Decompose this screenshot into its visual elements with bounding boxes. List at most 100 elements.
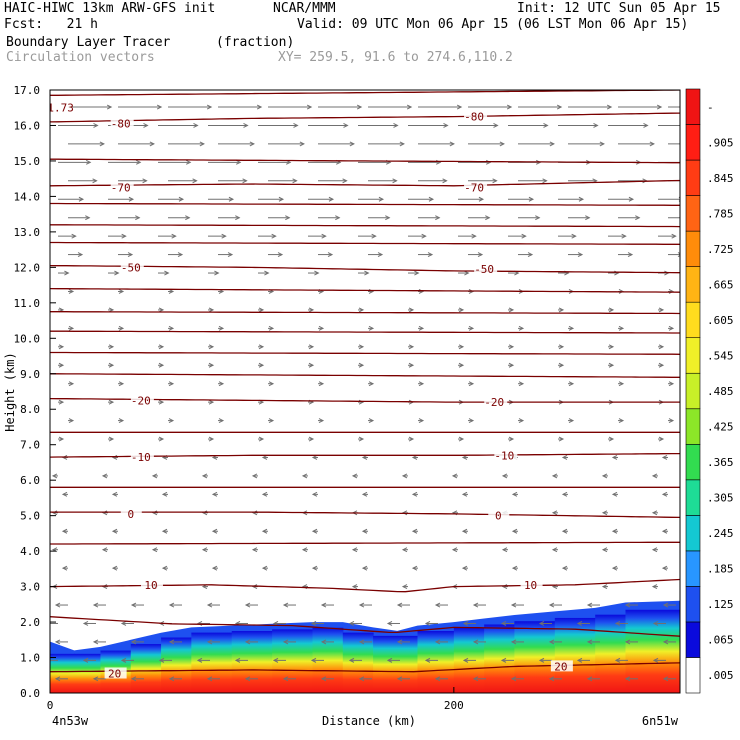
vector-arrowhead — [61, 565, 68, 571]
vector-arrowhead — [606, 104, 613, 110]
colorbar-swatch — [685, 657, 701, 694]
vector-arrowhead — [396, 676, 403, 682]
vector-arrowhead — [393, 123, 399, 128]
vector-arrowhead — [320, 639, 327, 645]
vector-arrowhead — [349, 141, 355, 147]
vector-arrowhead — [271, 233, 277, 239]
vector-arrowhead — [472, 676, 479, 682]
vector-arrowhead — [268, 418, 275, 424]
vector-arrowhead — [168, 676, 175, 682]
contour-label-bg — [130, 451, 154, 463]
contour-line — [50, 541, 680, 545]
colorbar-label: .725 — [707, 243, 734, 256]
contour-label: -50 — [121, 261, 141, 274]
vector-arrowhead — [368, 325, 375, 331]
contour-line — [50, 616, 680, 637]
vector-arrowhead — [527, 252, 534, 258]
vector-arrowhead — [585, 215, 591, 221]
vector-arrowhead — [428, 196, 435, 202]
vector-arrowhead — [418, 325, 425, 331]
vector-arrowhead — [358, 362, 365, 368]
y-tick-label: 16.0 — [14, 119, 41, 132]
vector-arrowhead — [468, 418, 475, 424]
vector-arrowhead — [206, 602, 213, 608]
vector-arrowhead — [249, 141, 255, 147]
y-axis: 0.0 1.0 2.0 3.0 4.0 5.0 6.0 7.0 8.0 9.0 10.0 11.0 12… — [14, 84, 56, 700]
vector-arrowhead — [614, 657, 621, 663]
colorbar-label: .785 — [707, 207, 734, 220]
vector-arrowhead — [501, 547, 508, 553]
tracer-field-column — [625, 609, 680, 693]
tracer-field-column — [161, 637, 192, 693]
vector-arrowhead — [108, 362, 115, 368]
vector-arrowhead — [161, 565, 168, 571]
vector-arrowhead — [118, 381, 125, 387]
colorbar-swatch — [685, 443, 701, 481]
vector-arrowhead — [206, 676, 213, 682]
vector-arrowhead — [258, 362, 265, 368]
vector-arrowhead — [228, 196, 235, 202]
vector-arrowhead — [658, 362, 665, 368]
colorbar-label: - — [707, 101, 714, 114]
vector-arrowhead — [168, 325, 175, 331]
contour-line — [50, 287, 680, 293]
vector-arrowhead — [244, 602, 251, 608]
colorbar-swatch — [685, 621, 701, 658]
vector-arrowhead — [268, 381, 275, 387]
vector-arrowhead — [468, 325, 475, 331]
colorbar-label: .605 — [707, 314, 734, 327]
vector-arrowhead — [258, 307, 265, 313]
vector-arrowhead — [661, 455, 668, 460]
vector-arrowhead — [608, 344, 615, 350]
contour-line — [50, 264, 680, 274]
contour-label: -80 — [111, 118, 131, 131]
contour-label-bg — [120, 261, 144, 273]
vector-arrowhead — [408, 307, 415, 313]
tracer-field-column — [417, 630, 455, 693]
vector-arrowhead — [643, 123, 649, 128]
vector-arrowhead — [401, 547, 408, 553]
vector-arrowhead — [227, 252, 234, 258]
vector-arrowhead — [361, 565, 368, 571]
y-tick-label: 4.0 — [20, 545, 40, 558]
vector-arrowhead — [118, 418, 125, 424]
vector-arrowhead — [543, 123, 549, 128]
vector-arrowhead — [308, 344, 315, 350]
vector-arrowhead — [558, 307, 565, 313]
y-tick-label: 11.0 — [14, 297, 41, 310]
vector-arrowhead — [348, 657, 355, 663]
vector-arrowhead — [624, 676, 631, 682]
y-tick-label: 14.0 — [14, 190, 41, 203]
colorbar-swatch — [685, 230, 701, 267]
vector-arrowhead — [568, 381, 575, 387]
vector-arrowhead — [320, 602, 327, 608]
vector-arrowhead — [164, 270, 170, 276]
vector-arrowhead — [661, 565, 668, 571]
vector-arrowhead — [171, 233, 177, 239]
vector-arrowhead — [571, 233, 577, 239]
vector-arrowhead — [548, 602, 555, 608]
vector-arrowhead — [318, 381, 325, 387]
vector-arrowhead — [464, 270, 470, 276]
vector-arrowhead — [511, 565, 518, 571]
vector-arrowhead — [652, 621, 659, 626]
vector-arrowhead — [161, 528, 168, 534]
vector-arrowhead — [424, 657, 431, 663]
contour-label: 0 — [495, 510, 502, 523]
vector-arrowhead — [311, 455, 318, 460]
vector-arrowhead — [149, 141, 155, 147]
vector-arrowhead — [221, 233, 227, 239]
vector-arrowhead — [406, 104, 413, 110]
contour-label: -70 — [111, 182, 131, 195]
vector-arrowhead — [318, 325, 325, 331]
vector-arrowhead — [551, 473, 558, 479]
vector-arrowhead — [106, 104, 113, 110]
vector-arrowhead — [677, 252, 680, 258]
vector-arrowhead — [549, 141, 555, 147]
vector-arrowhead — [434, 676, 441, 682]
x-tick-label: 200 — [444, 699, 464, 712]
vector-arrowhead — [111, 491, 118, 497]
vector-arrowhead — [201, 547, 208, 553]
vector-arrowhead — [99, 141, 105, 147]
vector-arrowhead — [111, 565, 118, 571]
